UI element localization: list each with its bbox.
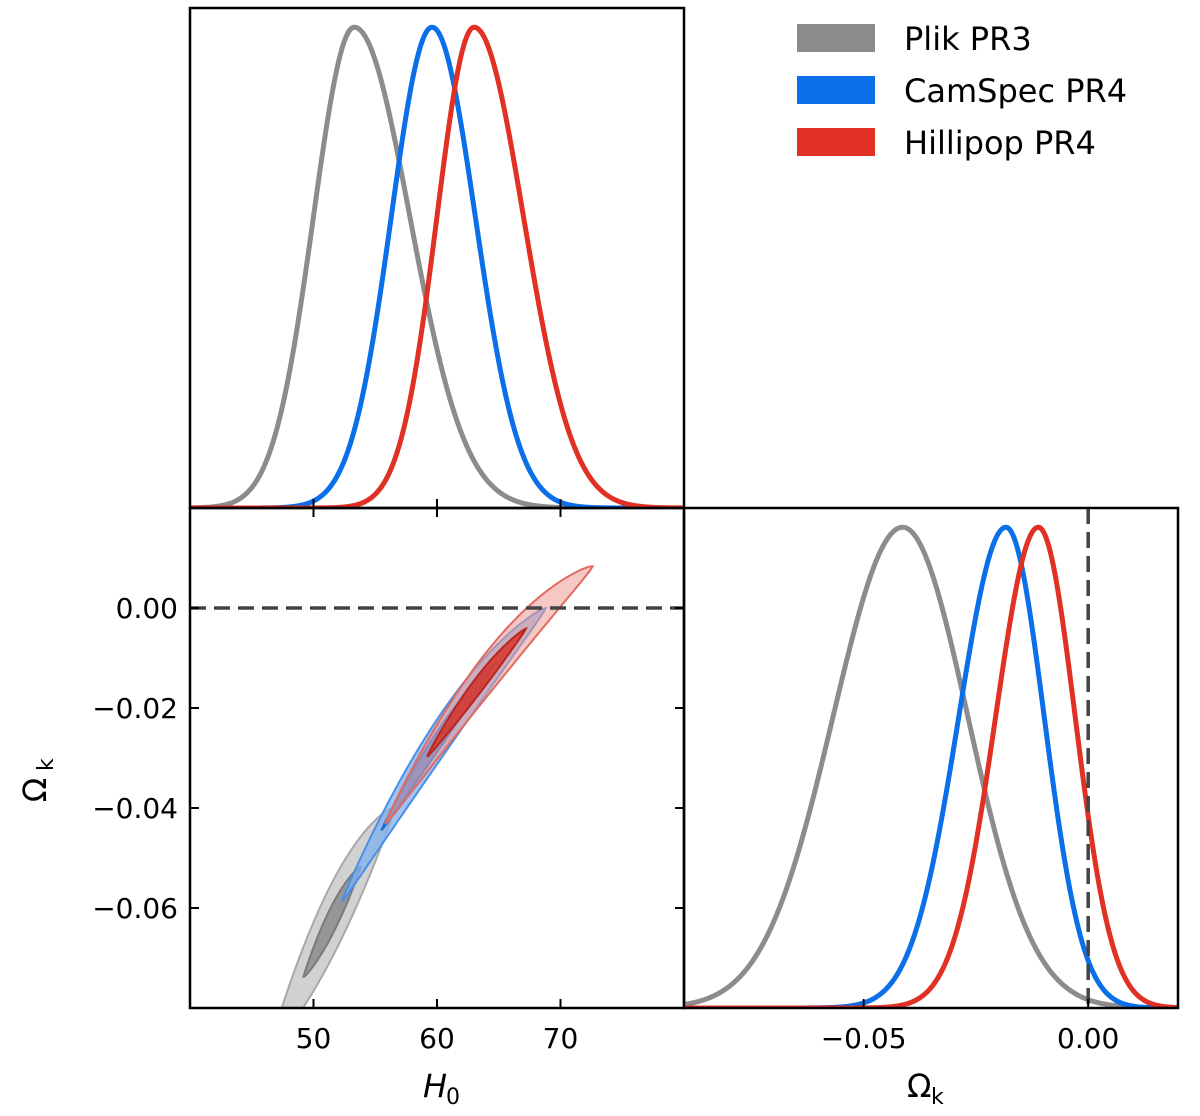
panel-omegak-1d: −0.05 0.00 [682,506,1180,1055]
h0-1d-curve-camspec [190,24,684,508]
x-tick-label: 70 [543,1022,579,1055]
panel-frame [682,506,1180,1010]
x-axis-label-h0: H 0 [423,1067,460,1110]
contour-hillipop-2sigma [384,565,595,825]
svg-text:0: 0 [446,1085,460,1110]
legend: Plik PR3 CamSpec PR4 Hillipop PR4 [797,20,1127,162]
panel-h0-1d [188,6,686,510]
y-tick-label: 0.00 [116,592,178,625]
y-tick-label: −0.02 [92,692,178,725]
panel-h0-omegak-2d: 50 60 70 0.00 −0.02 −0.04 −0.06 [92,506,686,1055]
legend-label-camspec: CamSpec PR4 [904,72,1127,110]
legend-swatch-hillipop [797,128,875,156]
h0-1d-curve-plik [190,24,684,508]
omegak-1d-curve-plik [684,524,1178,1008]
y-tick-label: −0.06 [92,892,178,925]
svg-text:Ω: Ω [907,1067,931,1105]
y-axis-label-omegak: Ω k [16,758,59,802]
panel-frame [188,6,686,510]
omegak-1d-curve-hillipop [684,524,1178,1008]
legend-swatch-plik [797,24,875,52]
legend-label-plik: Plik PR3 [904,20,1032,58]
x-tick-label: 0.00 [1057,1022,1119,1055]
svg-text:H: H [423,1067,447,1105]
x-tick-label: −0.05 [821,1022,907,1055]
svg-text:k: k [34,758,59,771]
legend-swatch-camspec [797,76,875,104]
svg-text:k: k [931,1085,944,1110]
y-tick-label: −0.04 [92,792,178,825]
svg-text:Ω: Ω [16,778,54,802]
h0-1d-curve-hillipop [190,24,684,508]
omegak-1d-curve-camspec [684,524,1178,1008]
legend-label-hillipop: Hillipop PR4 [904,124,1096,162]
contour-hillipop-1sigma [426,626,529,758]
x-tick-label: 50 [296,1022,332,1055]
x-axis-label-omegak: Ω k [907,1067,944,1110]
x-tick-label: 60 [419,1022,455,1055]
